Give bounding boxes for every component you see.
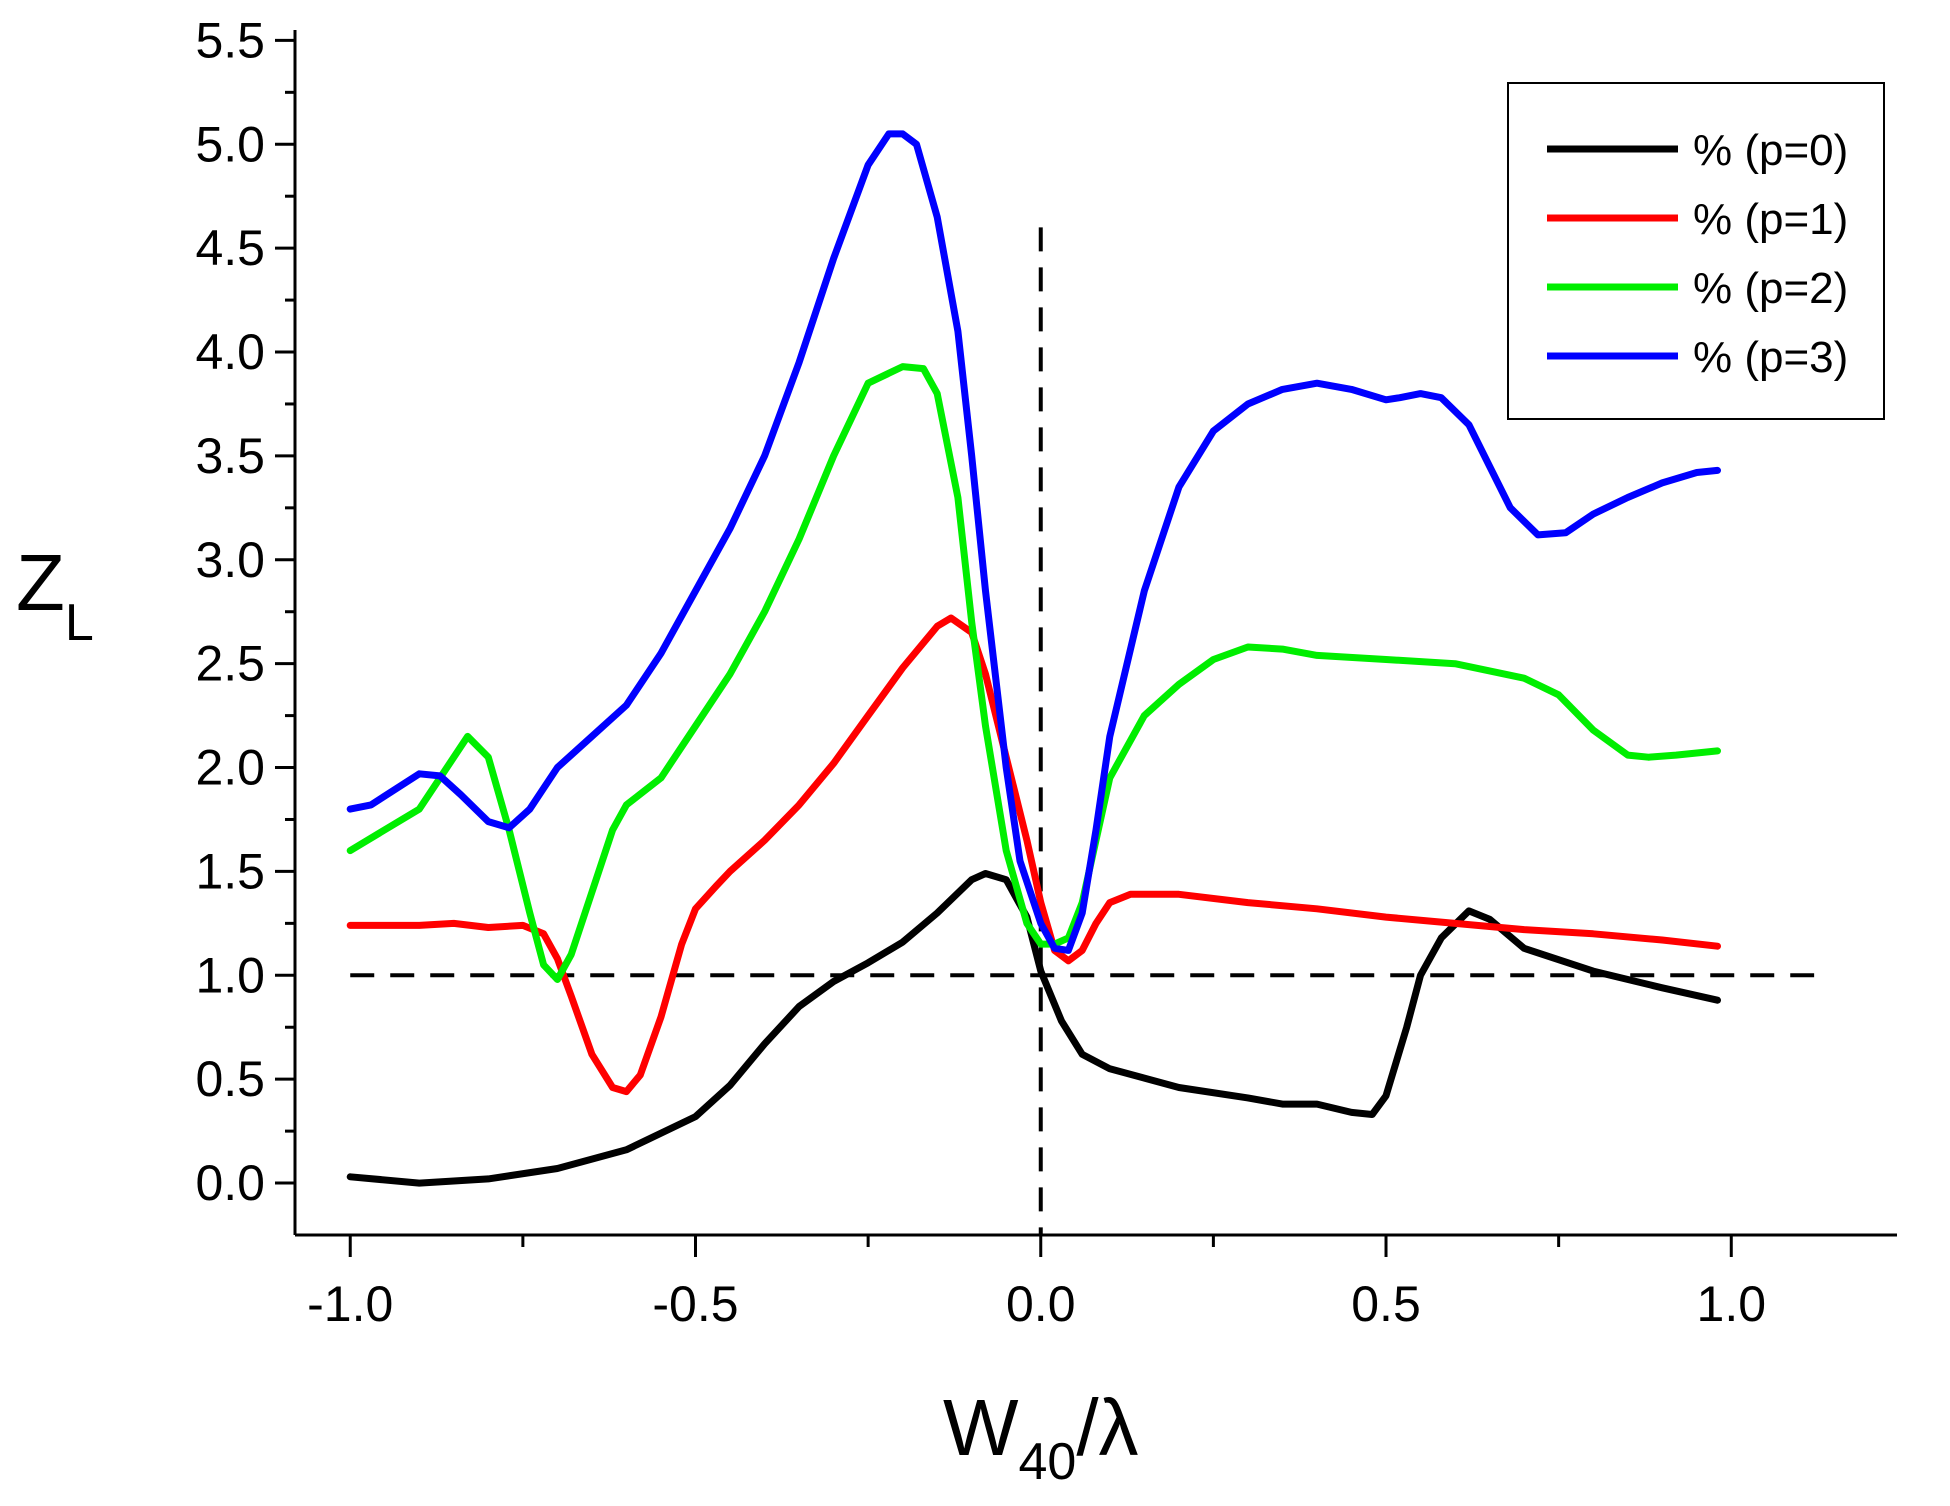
y-axis-ticks: 0.0 0.5 1.0 1.5 2.0 2.5 3.0 3.5 4.0 4.5 5.0 5.5 [195, 12, 295, 1211]
x-axis-title-subscript: 40 [1018, 1433, 1076, 1491]
x-tick-label: 1.0 [1697, 1276, 1767, 1332]
y-tick-label: 5.0 [195, 116, 265, 172]
y-axis-title: ZL [16, 538, 94, 652]
x-axis-title: W40/λ [943, 1383, 1139, 1491]
x-tick-label: 0.0 [1006, 1276, 1076, 1332]
y-tick-label: 0.0 [195, 1155, 265, 1211]
y-tick-label: 3.0 [195, 532, 265, 588]
y-tick-label: 2.0 [195, 740, 265, 796]
y-axis-title-main: Z [16, 538, 65, 627]
y-tick-label: 4.5 [195, 220, 265, 276]
series-line-p0 [346, 870, 1721, 1187]
x-axis-ticks: -1.0 -0.5 0.0 0.5 1.0 [307, 1235, 1766, 1332]
x-tick-label: 0.5 [1351, 1276, 1421, 1332]
series-lines [346, 130, 1721, 1187]
series-line-p2 [346, 363, 1721, 983]
y-tick-label: 1.0 [195, 947, 265, 1003]
reference-lines [350, 227, 1815, 1235]
legend-items: % (p=0) % (p=1) % (p=2) % (p=3) [1547, 126, 1848, 382]
series-line-p3 [346, 130, 1721, 954]
x-tick-label: -1.0 [307, 1276, 393, 1332]
x-axis-title-main: W [943, 1383, 1019, 1472]
y-tick-label: 0.5 [195, 1051, 265, 1107]
legend-label: % (p=2) [1693, 264, 1848, 313]
x-tick-label: -0.5 [652, 1276, 738, 1332]
y-tick-label: 3.5 [195, 428, 265, 484]
y-axis-title-subscript: L [65, 594, 94, 652]
legend-label: % (p=1) [1693, 195, 1848, 244]
x-axis-title-suffix: /λ [1076, 1383, 1138, 1472]
series-line-p1 [346, 614, 1721, 1096]
y-tick-label: 1.5 [195, 843, 265, 899]
y-tick-label: 5.5 [195, 12, 265, 68]
legend-label: % (p=3) [1693, 333, 1848, 382]
y-tick-label: 2.5 [195, 636, 265, 692]
legend: % (p=0) % (p=1) % (p=2) % (p=3) [1507, 82, 1885, 420]
legend-frame [1507, 82, 1885, 420]
plot-frame [293, 30, 1897, 1237]
y-tick-label: 4.0 [195, 324, 265, 380]
legend-label: % (p=0) [1693, 126, 1848, 175]
